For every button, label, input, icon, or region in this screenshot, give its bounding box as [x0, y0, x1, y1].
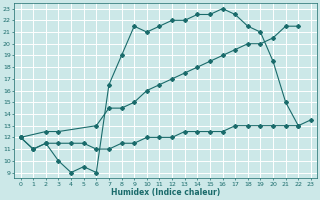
- X-axis label: Humidex (Indice chaleur): Humidex (Indice chaleur): [111, 188, 220, 197]
